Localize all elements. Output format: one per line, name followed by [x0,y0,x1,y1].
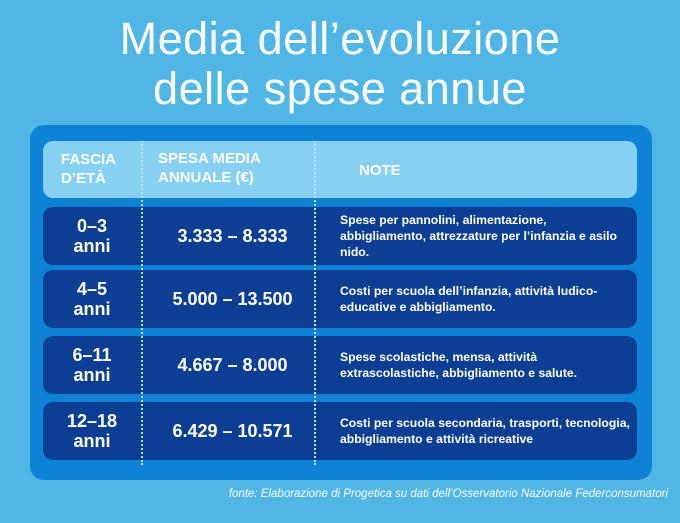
age-cell: 0–3 anni [43,207,141,265]
expense-table: FASCIA D’ETÀ SPESA MEDIA ANNUALE (€) NOT… [30,125,652,480]
column-divider [141,141,143,465]
source-note: fonte: Elaborazione di Progetica su dati… [0,488,668,500]
age-range: 0–3 [77,216,107,236]
page-title: Media dell’evoluzione delle spese annue [0,14,680,114]
table-row: 0–3 anni 3.333 – 8.333 Spese per pannoli… [43,207,637,265]
column-divider [314,141,316,465]
header-fascia-line-1: FASCIA [61,150,141,169]
header-spesa-line-1: SPESA MEDIA [158,149,261,168]
age-unit: anni [73,236,110,256]
header-fascia-line-2: D’ETÀ [61,169,141,188]
age-range: 6–11 [72,345,111,365]
note-cell: Spese per pannolini, alimentazione, abbi… [340,207,632,265]
header-fascia: FASCIA D’ETÀ [61,150,141,188]
age-unit: anni [73,431,110,451]
spesa-cell: 5.000 – 13.500 [141,270,324,328]
table-header: FASCIA D’ETÀ SPESA MEDIA ANNUALE (€) NOT… [43,141,637,198]
age-range: 4–5 [77,279,107,299]
age-unit: anni [73,299,110,319]
table-row: 12–18 anni 6.429 – 10.571 Costi per scuo… [43,402,637,460]
age-unit: anni [73,365,110,385]
spesa-cell: 4.667 – 8.000 [141,336,324,394]
table-row: 4–5 anni 5.000 – 13.500 Costi per scuola… [43,270,637,328]
age-cell: 12–18 anni [43,402,141,460]
note-cell: Costi per scuola secondaria, trasporti, … [340,402,632,460]
note-cell: Spese scolastiche, mensa, attività extra… [340,336,632,394]
age-cell: 6–11 anni [43,336,141,394]
header-note: NOTE [359,161,401,180]
note-cell: Costi per scuola dell’infanzia, attività… [340,270,632,328]
age-cell: 4–5 anni [43,270,141,328]
header-spesa: SPESA MEDIA ANNUALE (€) [158,149,261,187]
age-range: 12–18 [67,411,117,431]
title-line-1: Media dell’evoluzione [0,14,680,64]
spesa-cell: 6.429 – 10.571 [141,402,324,460]
table-row: 6–11 anni 4.667 – 8.000 Spese scolastich… [43,336,637,394]
spesa-cell: 3.333 – 8.333 [141,207,324,265]
title-line-2: delle spese annue [0,64,680,114]
header-spesa-line-2: ANNUALE (€) [158,168,261,187]
